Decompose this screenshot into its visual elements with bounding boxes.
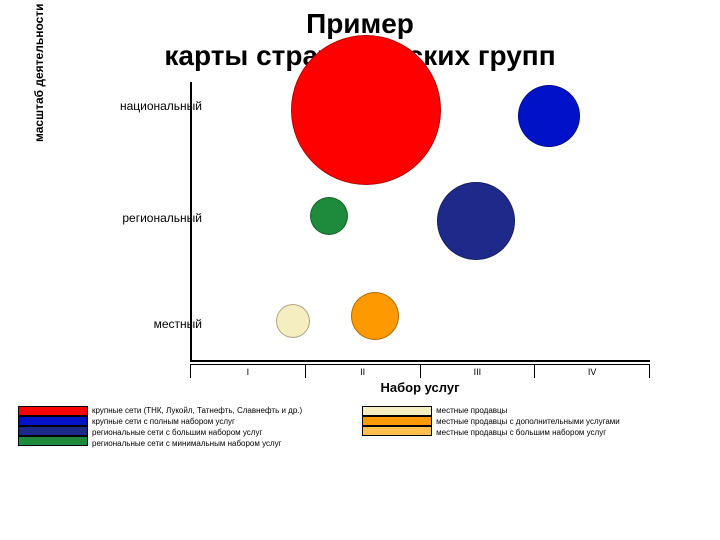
regional-green	[310, 197, 348, 235]
y-axis-label: масштаб деятельности	[32, 4, 46, 143]
plot-area	[190, 82, 650, 362]
national-large-red	[291, 35, 441, 185]
legend-swatch	[362, 406, 432, 416]
local-cream	[276, 304, 310, 338]
x-tick-label: II	[305, 365, 420, 378]
x-tick-label: IV	[534, 365, 649, 378]
legend-swatch	[18, 416, 88, 426]
legend-label: местные продавцы	[436, 406, 620, 417]
x-axis-label: Набор услуг	[190, 380, 650, 395]
regional-navy	[437, 182, 515, 260]
bubble-chart: масштаб деятельности национальныйрегиона…	[50, 82, 670, 402]
y-tick-label: национальный	[82, 99, 202, 113]
legend: крупные сети (ТНК, Лукойл, Татнефть, Сла…	[18, 406, 702, 450]
legend-label: местные продавцы с дополнительными услуг…	[436, 417, 620, 428]
legend-label: региональные сети с большим набором услу…	[92, 428, 302, 439]
x-tick-label: III	[420, 365, 535, 378]
legend-label: крупные сети (ТНК, Лукойл, Татнефть, Сла…	[92, 406, 302, 417]
legend-label: крупные сети с полным набором услуг	[92, 417, 302, 428]
y-tick-label: местный	[82, 317, 202, 331]
national-blue	[518, 85, 580, 147]
legend-swatch	[362, 416, 432, 426]
legend-label: местные продавцы с большим набором услуг	[436, 428, 620, 439]
legend-right-col: местные продавцыместные продавцы с допол…	[362, 406, 620, 450]
legend-swatch	[18, 426, 88, 436]
x-tick-label: I	[190, 365, 305, 378]
legend-left-col: крупные сети (ТНК, Лукойл, Татнефть, Сла…	[18, 406, 302, 450]
legend-label: региональные сети с минимальным набором …	[92, 439, 302, 450]
y-tick-label: региональный	[82, 211, 202, 225]
legend-swatch	[362, 426, 432, 436]
legend-swatch	[18, 436, 88, 446]
local-orange	[351, 292, 399, 340]
x-tick-band: IIIIIIIV	[190, 364, 650, 378]
legend-swatch	[18, 406, 88, 416]
